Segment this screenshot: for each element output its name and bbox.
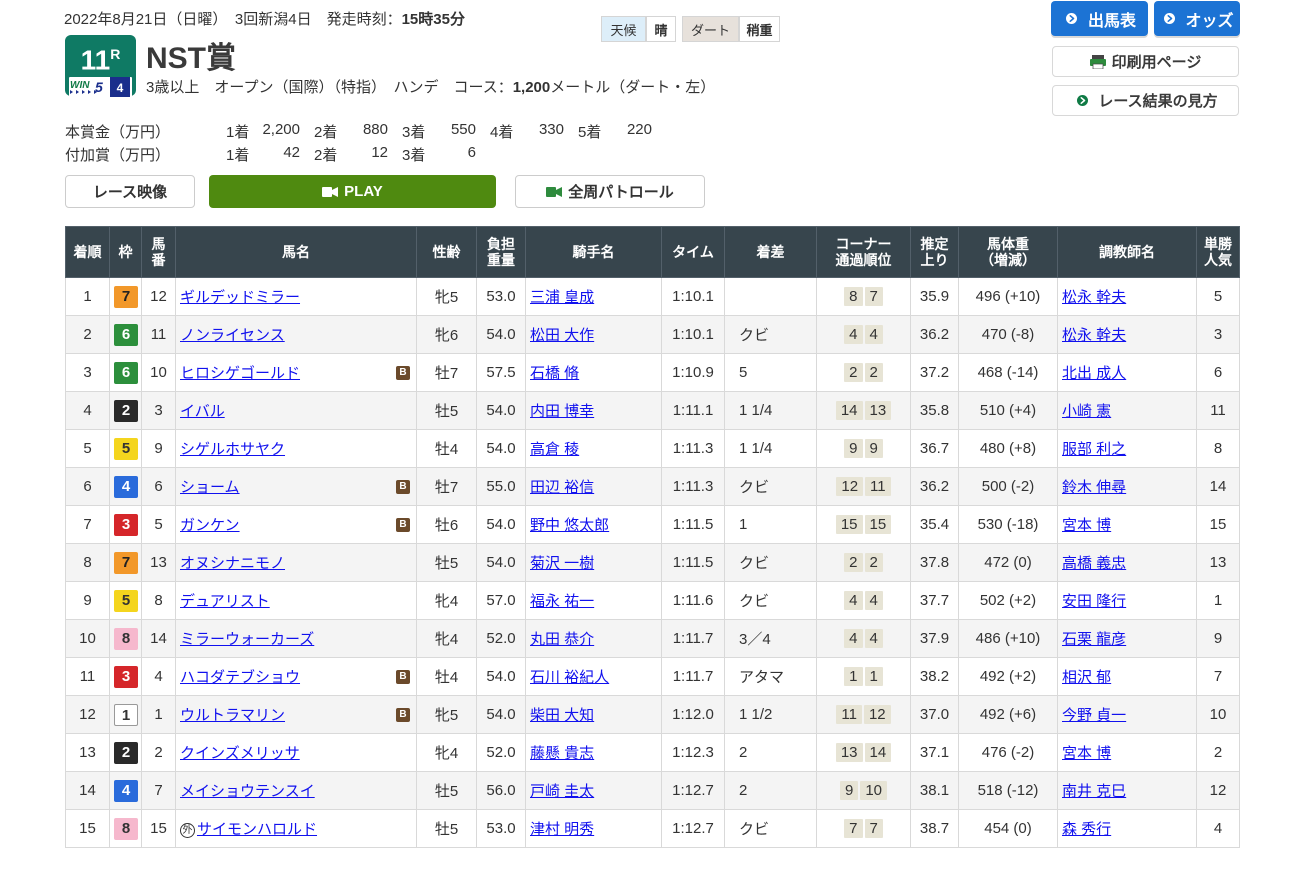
svg-text:5: 5: [95, 79, 103, 95]
svg-text:4: 4: [117, 81, 124, 95]
svg-text:WIN: WIN: [70, 80, 90, 91]
